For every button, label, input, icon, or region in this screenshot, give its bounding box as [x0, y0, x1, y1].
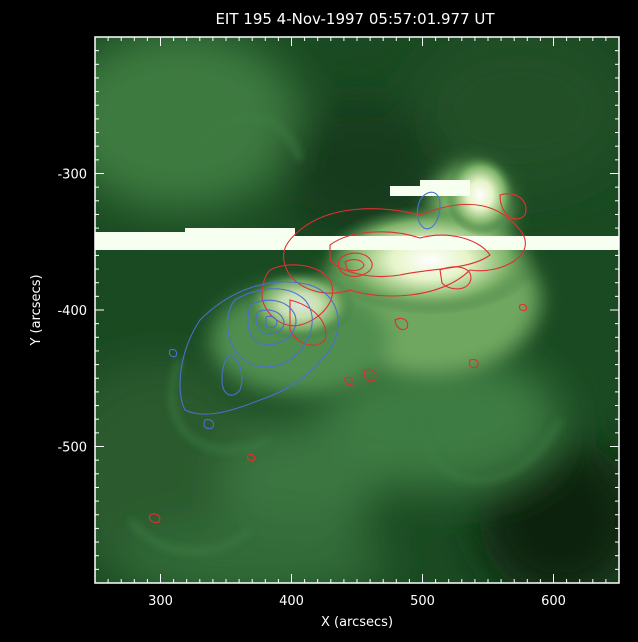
x-tick-labels: 300 400 500 600 [148, 594, 566, 609]
y-tick-label: -400 [57, 304, 87, 319]
x-axis-title: X (arcsecs) [321, 615, 393, 630]
x-tick-label: 400 [279, 594, 304, 609]
saturation-band [95, 236, 619, 250]
x-tick-label: 300 [148, 594, 173, 609]
y-tick-label: -300 [57, 168, 87, 183]
axis-ticks [94, 36, 620, 584]
x-tick-label: 500 [410, 594, 435, 609]
euv-image [95, 37, 619, 583]
y-axis-title: Y (arcsecs) [29, 274, 44, 346]
red-contours [149, 193, 528, 524]
y-tick-label: -500 [57, 441, 87, 456]
figure-title: EIT 195 4-Nov-1997 05:57:01.977 UT [215, 10, 495, 28]
x-tick-label: 600 [541, 594, 566, 609]
y-tick-labels: -300 -400 -500 [57, 168, 87, 456]
blue-contours [168, 191, 441, 430]
